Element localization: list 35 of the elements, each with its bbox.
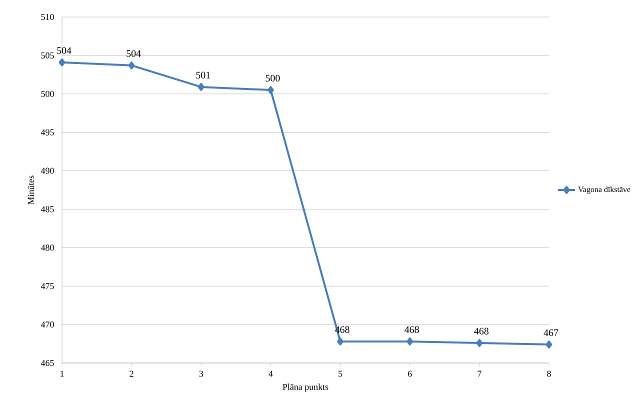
point bbox=[406, 337, 414, 346]
y-tick-label: 505 bbox=[41, 52, 54, 58]
y-tick-label: 510 bbox=[41, 14, 54, 20]
x-tick-label: 3 bbox=[199, 370, 204, 377]
data-label: 467 bbox=[544, 329, 558, 336]
point bbox=[128, 61, 135, 70]
data-label: 501 bbox=[196, 72, 210, 78]
data-label: 468 bbox=[474, 328, 489, 335]
y-tick-label: 465 bbox=[40, 360, 54, 366]
data-label: 468 bbox=[404, 326, 419, 333]
point bbox=[546, 340, 552, 349]
point bbox=[198, 82, 204, 91]
y-tick-label: 495 bbox=[40, 129, 54, 136]
x-tick-label: 8 bbox=[547, 370, 551, 377]
point bbox=[476, 339, 483, 347]
x-tick-label: 4 bbox=[268, 370, 273, 377]
point bbox=[267, 86, 274, 94]
x-tick-label: 2 bbox=[130, 370, 134, 377]
data-label: 500 bbox=[266, 74, 280, 82]
y-tick-label: 500 bbox=[41, 90, 54, 97]
y-tick-label: 480 bbox=[40, 244, 54, 251]
x-axis-title: Plāna punkts bbox=[282, 384, 328, 392]
x-tick-label: 5 bbox=[338, 370, 342, 377]
y-tick-label: 475 bbox=[40, 283, 54, 290]
x-tick-label: 7 bbox=[478, 370, 482, 377]
x-tick-label: 1 bbox=[60, 370, 64, 377]
point bbox=[337, 337, 344, 346]
x-tick-label: 6 bbox=[408, 370, 412, 377]
point bbox=[58, 58, 66, 66]
y-axis-title: Minūtes bbox=[28, 176, 34, 204]
y-tick-label: 470 bbox=[40, 322, 54, 328]
y-tick-label: 485 bbox=[40, 206, 54, 212]
y-tick-label: 490 bbox=[40, 168, 54, 174]
data-label: 504 bbox=[126, 50, 141, 57]
data-label: 504 bbox=[57, 47, 72, 54]
